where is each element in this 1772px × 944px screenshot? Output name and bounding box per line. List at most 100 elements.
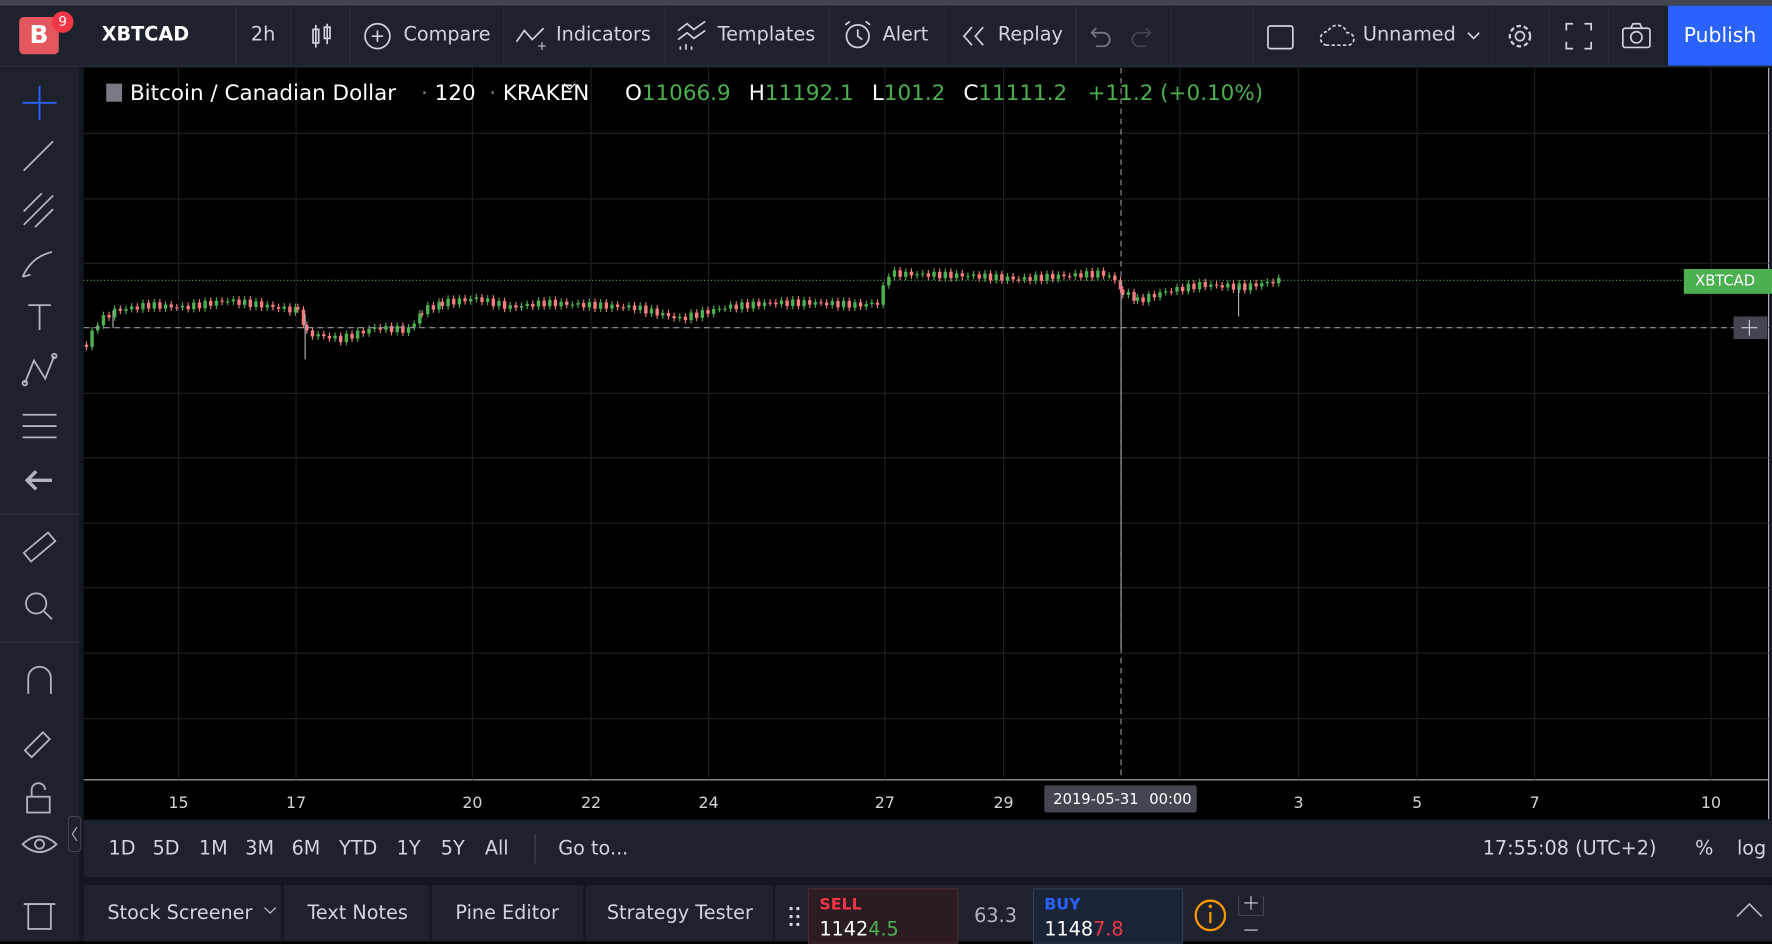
candle — [937, 271, 942, 279]
candle — [152, 302, 156, 309]
candle — [265, 304, 269, 308]
indicators-icon[interactable]: + — [514, 21, 548, 53]
exchange-chevron[interactable] — [563, 83, 576, 91]
spread: 63.3 — [974, 905, 1017, 928]
range-button[interactable]: 3M — [245, 837, 275, 861]
separator — [828, 5, 830, 66]
candle — [344, 333, 349, 343]
buy-button[interactable]: BUY 11487.8 — [1032, 888, 1184, 944]
separator — [1170, 5, 1172, 66]
crosshair-plus[interactable] — [1741, 319, 1758, 336]
replay-icon[interactable] — [961, 24, 990, 49]
panel-tab[interactable]: Strategy Tester — [606, 901, 753, 925]
templates-icon[interactable] — [676, 19, 710, 53]
separator — [1548, 5, 1550, 66]
undo-redo[interactable] — [1087, 24, 1155, 49]
percent-toggle[interactable]: % — [1695, 837, 1714, 861]
range-button[interactable]: 5Y — [440, 837, 465, 861]
layout-name[interactable]: Unnamed — [1362, 23, 1456, 47]
settings-icon[interactable] — [1504, 20, 1536, 52]
candle — [1226, 283, 1230, 288]
candle — [254, 301, 258, 307]
drag-handle[interactable] — [789, 905, 800, 928]
candle — [1101, 270, 1106, 276]
time-label: 3 — [1293, 793, 1303, 812]
range-button[interactable]: All — [484, 837, 509, 861]
range-button[interactable]: 6M — [291, 837, 321, 861]
candle — [107, 314, 111, 318]
range-button[interactable]: 1M — [198, 837, 228, 861]
separator — [349, 5, 351, 66]
button[interactable]: Compare — [403, 23, 491, 47]
trade-controls[interactable] — [1191, 896, 1361, 941]
candle — [700, 310, 705, 318]
panel-tab[interactable]: Stock Screener — [107, 901, 253, 925]
candle — [819, 302, 823, 304]
legend-exchange[interactable]: KRAKEN — [503, 81, 590, 106]
candle — [519, 305, 524, 308]
snapshot-icon[interactable] — [1621, 21, 1653, 50]
publish-button[interactable]: Publish — [1668, 5, 1772, 66]
candle — [1209, 284, 1213, 287]
candle — [220, 300, 224, 302]
crosshair-hour: 00:00 — [1149, 791, 1191, 808]
compare-icon[interactable] — [362, 21, 394, 53]
candle — [525, 303, 529, 306]
button[interactable]: Alert — [882, 23, 929, 47]
candle — [627, 305, 631, 308]
candle — [214, 300, 219, 306]
ohlc-key: C — [963, 81, 978, 106]
chart-style-icon[interactable] — [307, 21, 336, 50]
candle — [531, 303, 535, 307]
chevron[interactable] — [1466, 31, 1482, 42]
sell-button[interactable]: SELL 11424.5 — [808, 888, 959, 944]
collapse-toggle[interactable] — [67, 815, 82, 853]
candle — [322, 334, 326, 337]
candle — [1050, 273, 1055, 280]
panel-tab[interactable]: Text Notes — [307, 901, 408, 925]
button[interactable]: Replay — [997, 23, 1063, 47]
layout-icon[interactable] — [1266, 23, 1295, 52]
time-label: 27 — [875, 793, 895, 812]
candle — [514, 305, 518, 308]
candle — [553, 299, 558, 307]
candle — [915, 274, 919, 276]
candle — [1192, 283, 1196, 290]
candle — [909, 271, 914, 276]
log-toggle[interactable]: log — [1736, 837, 1767, 861]
cloud-icon[interactable] — [1318, 21, 1359, 50]
candle — [762, 302, 767, 306]
fullscreen-icon[interactable] — [1564, 21, 1593, 50]
range-button[interactable]: 1Y — [396, 837, 421, 861]
chevron[interactable] — [263, 905, 277, 916]
button[interactable]: Indicators — [556, 23, 651, 47]
time-label: 22 — [581, 793, 601, 812]
button[interactable]: Templates — [717, 23, 816, 47]
candle — [1121, 289, 1125, 295]
candle — [288, 306, 292, 313]
candle — [485, 298, 490, 302]
panel-expand[interactable] — [1734, 898, 1768, 921]
candle — [1254, 283, 1258, 287]
candle — [1022, 277, 1027, 280]
candle — [678, 316, 682, 319]
candle — [118, 308, 123, 311]
interval[interactable]: 2h — [250, 23, 276, 47]
candle — [468, 298, 473, 302]
panel-tab[interactable]: Pine Editor — [455, 901, 559, 925]
alert-icon[interactable] — [842, 19, 876, 53]
range-button[interactable]: YTD — [339, 837, 378, 861]
candle — [175, 307, 179, 309]
candle — [582, 303, 586, 308]
candle — [847, 300, 851, 308]
go-to[interactable]: Go to... — [558, 837, 629, 861]
range-button[interactable]: 1D — [108, 837, 136, 861]
range-button[interactable]: 5D — [152, 837, 180, 861]
crosshair-date: 2019-05-31 — [1053, 791, 1138, 808]
symbol[interactable]: XBTCAD — [101, 23, 190, 47]
candle — [1079, 273, 1083, 278]
separator — [1608, 5, 1610, 66]
candle — [163, 304, 168, 309]
candle — [1073, 273, 1077, 277]
candle — [971, 274, 976, 276]
